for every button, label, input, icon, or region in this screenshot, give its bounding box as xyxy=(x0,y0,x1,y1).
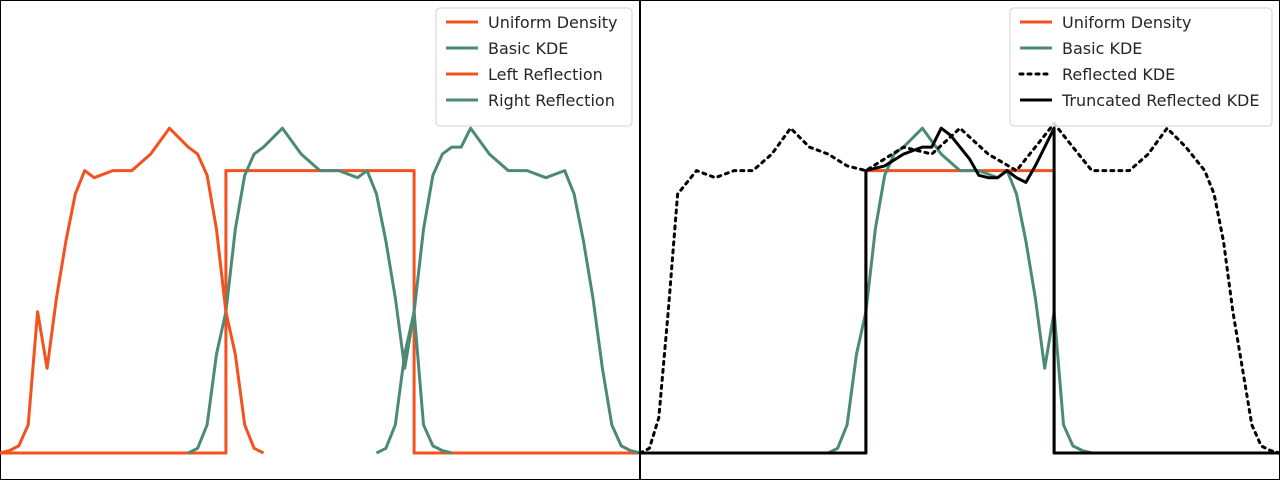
series-line-uniform-density xyxy=(0,169,640,455)
legend-label: Right Reflection xyxy=(488,91,615,110)
legend-label: Uniform Density xyxy=(1062,13,1192,32)
legend-label: Uniform Density xyxy=(488,13,618,32)
legend-label: Basic KDE xyxy=(488,39,568,58)
legend-label: Reflected KDE xyxy=(1062,65,1175,84)
left-panel-plot: Uniform Density Basic KDE Left Reflection R… xyxy=(0,0,641,480)
series-line-truncated-reflected-kde xyxy=(640,126,1280,455)
series-line-left-reflection xyxy=(0,126,265,455)
legend-box xyxy=(435,7,633,127)
legend-label: Left Reflection xyxy=(488,65,603,84)
series-line-uniform-density xyxy=(640,169,1280,455)
legend-label: Basic KDE xyxy=(1062,39,1142,58)
right-panel-plot: Uniform Density Basic KDE Reflected KDE Tru… xyxy=(638,0,1280,480)
legend-box xyxy=(1009,7,1273,127)
legend-label: Truncated Reflected KDE xyxy=(1061,91,1259,110)
series-line-basic-kde xyxy=(187,126,453,455)
series-line-basic-kde xyxy=(827,126,1093,455)
series-line-reflected-kde xyxy=(638,122,1280,455)
series-line-right-reflection xyxy=(375,126,641,455)
